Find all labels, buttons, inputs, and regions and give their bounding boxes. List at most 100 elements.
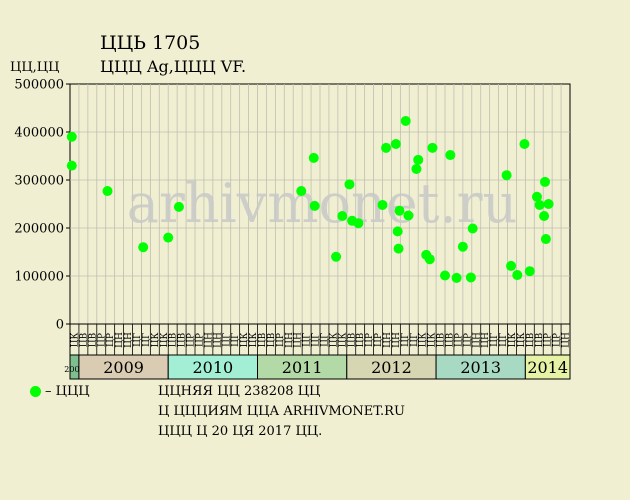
- x-tick-label: ЦН: [562, 332, 572, 348]
- year-cell: [78, 354, 169, 380]
- scatter-chart: arhivmonet.ru 0 100000 200000 300000 400000 5…: [14, 78, 572, 380]
- note-line-1: ЦЦНЯЯ ЦЦ 238208 ЦЦ: [158, 384, 321, 399]
- legend-marker: [30, 386, 41, 397]
- x-tick-label: ЦВ: [267, 332, 277, 347]
- data-point: [308, 152, 319, 163]
- data-point: [467, 223, 478, 234]
- x-tick-label: ЦН: [204, 332, 214, 348]
- data-point: [309, 200, 320, 211]
- x-tick-label: ЦР: [374, 333, 384, 347]
- x-tick-label: ЦН: [213, 332, 223, 348]
- data-point: [163, 232, 174, 243]
- x-tick-label: ЦВ: [445, 332, 455, 347]
- data-point: [534, 199, 545, 210]
- x-tick-label: ЦН: [472, 332, 482, 348]
- year-cell: [524, 354, 571, 380]
- data-point: [392, 226, 403, 237]
- data-point: [540, 234, 551, 245]
- data-point: [413, 154, 424, 165]
- chart-subtitle: ЦЦЦ Ag,ЦЦЦ VF.: [100, 57, 247, 76]
- x-tick-label: ЦН: [285, 332, 295, 348]
- data-point: [531, 191, 542, 202]
- x-tick-label: ЦГ: [133, 333, 143, 347]
- year-label: 2010: [192, 358, 233, 377]
- x-axis-ticks: ЦКЦВЦВЦРЦРЦНЦНЦГЦГЦКЦКЦВЦВЦРЦРЦНЦНЦГЦГЦК…: [69, 323, 572, 356]
- x-tick-label: ЦР: [365, 333, 375, 347]
- x-tick-label: ЦГ: [222, 333, 232, 347]
- chart-title: ЦЦЬ 1705: [100, 32, 201, 54]
- data-point: [501, 170, 512, 181]
- x-tick-label: ЦК: [70, 333, 80, 348]
- x-tick-label: ЦН: [383, 332, 393, 348]
- data-point: [506, 260, 517, 271]
- data-point: [457, 241, 468, 252]
- x-tick-label: ЦН: [124, 332, 134, 348]
- year-cell: [346, 354, 437, 380]
- grid-lines: [70, 84, 570, 324]
- data-point: [381, 142, 392, 153]
- year-band: 2008 2009 2010 2011 2012 2013 2014: [64, 354, 571, 380]
- x-tick-label: ЦР: [463, 333, 473, 347]
- x-tick-label: ЦР: [276, 333, 286, 347]
- year-cell: [167, 354, 258, 380]
- y-tick-label: 0: [56, 318, 64, 333]
- x-tick-label: ЦР: [97, 333, 107, 347]
- x-tick-label: ЦГ: [320, 333, 330, 347]
- data-point: [400, 115, 411, 126]
- x-tick-label: ЦВ: [169, 332, 179, 347]
- year-label: 2013: [460, 358, 501, 377]
- y-tick-label: 100000: [14, 270, 64, 285]
- y-axis-unit-label: ЦЦ,ЦЦ: [10, 60, 60, 75]
- y-tick-label: 200000: [14, 222, 64, 237]
- data-point: [173, 201, 184, 212]
- year-cell: [435, 354, 526, 380]
- x-tick-label: ЦН: [115, 332, 125, 348]
- x-tick-label: ЦГ: [490, 333, 500, 347]
- data-point: [66, 131, 77, 142]
- data-point: [403, 210, 414, 221]
- y-tick-label: 400000: [14, 126, 64, 141]
- note-line-2: Ц ЦЦЦИЯМ ЦЦА ARHIVMONET.RU: [158, 404, 405, 419]
- data-point: [337, 211, 348, 221]
- x-tick-label: ЦК: [338, 333, 348, 348]
- year-label: 2011: [282, 358, 323, 377]
- x-tick-label: ЦГ: [142, 333, 152, 347]
- year-label: 2008: [64, 365, 84, 374]
- x-tick-label: ЦГ: [303, 333, 313, 347]
- legend: – ЦЦЦ: [30, 384, 90, 399]
- data-point: [427, 142, 438, 153]
- x-tick-label: ЦК: [240, 333, 250, 348]
- watermark: arhivmonet.ru: [127, 172, 517, 235]
- x-tick-label: ЦР: [195, 333, 205, 347]
- data-point: [512, 270, 523, 281]
- x-tick-label: ЦК: [508, 333, 518, 348]
- x-tick-label: ЦВ: [347, 332, 357, 347]
- data-point: [524, 266, 535, 277]
- x-tick-label: ЦК: [160, 333, 170, 348]
- data-point: [393, 243, 404, 254]
- y-axis-ticks: 0 100000 200000 300000 400000 500000: [14, 78, 70, 333]
- data-point: [445, 150, 456, 161]
- x-tick-label: ЦВ: [356, 332, 366, 347]
- x-tick-label: ЦГ: [499, 333, 509, 347]
- x-tick-label: ЦК: [517, 333, 527, 348]
- x-tick-label: ЦР: [544, 333, 554, 347]
- data-point: [102, 186, 113, 197]
- y-tick-label: 300000: [14, 174, 64, 189]
- year-label: 2014: [527, 358, 568, 377]
- x-tick-label: ЦГ: [410, 333, 420, 347]
- x-tick-label: ЦН: [294, 332, 304, 348]
- data-point: [138, 242, 149, 253]
- data-point: [543, 199, 554, 209]
- data-points: [66, 115, 554, 283]
- data-point: [331, 251, 342, 262]
- x-tick-label: ЦГ: [231, 333, 241, 347]
- x-tick-label: ЦР: [454, 333, 464, 347]
- y-tick-label: 500000: [14, 78, 64, 93]
- x-tick-label: ЦВ: [526, 332, 536, 347]
- data-point: [540, 176, 550, 187]
- data-point: [377, 199, 388, 210]
- data-point: [66, 160, 77, 171]
- x-tick-label: ЦК: [419, 333, 429, 348]
- data-point: [390, 139, 401, 149]
